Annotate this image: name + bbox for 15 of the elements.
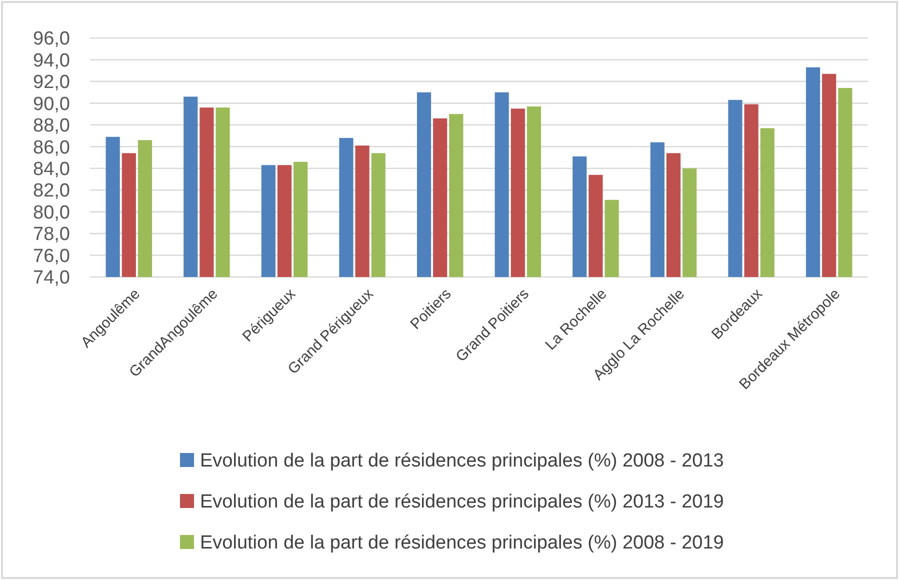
y-tick-label: 96,0 (33, 28, 70, 50)
y-tick-label: 80,0 (33, 202, 70, 224)
legend-label: Evolution de la part de résidences principales (%) 2013 - 2019 (200, 492, 724, 513)
y-tick-label: 92,0 (33, 72, 70, 94)
y-tick-label: 74,0 (33, 268, 70, 289)
y-tick-label: 76,0 (33, 246, 70, 267)
y-tick-label: 88,0 (33, 116, 70, 137)
y-tick-label: 82,0 (33, 180, 70, 202)
legend-label: Evolution de la part de résidences principales (%) 2008 - 2013 (200, 450, 724, 472)
legend-label: Evolution de la part de résidences principales (%) 2008 - 2019 (200, 532, 724, 554)
y-tick-label: 78,0 (33, 224, 70, 246)
y-tick-label: 86,0 (33, 137, 70, 158)
y-tick-label: 90,0 (33, 94, 70, 115)
y-tick-label: 94,0 (33, 50, 70, 72)
y-tick-label: 84,0 (33, 159, 70, 180)
